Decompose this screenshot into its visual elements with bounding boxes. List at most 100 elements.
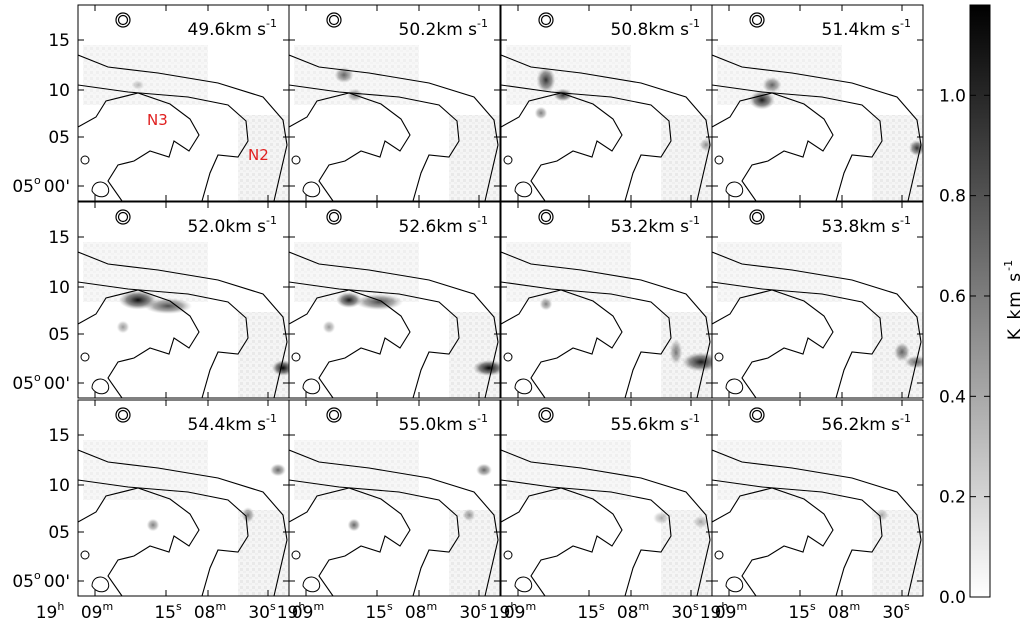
velocity-exponent: -1 bbox=[477, 412, 488, 425]
contour bbox=[712, 487, 834, 596]
emission-blob bbox=[534, 106, 548, 120]
x-tick-label: 15s bbox=[154, 600, 182, 623]
contour bbox=[291, 352, 301, 362]
x-tick-label: 15s bbox=[365, 600, 393, 623]
contour bbox=[725, 576, 744, 593]
x-tick-label: 08m bbox=[828, 600, 860, 623]
x-tick-label: 08m bbox=[405, 600, 437, 623]
contour bbox=[514, 576, 533, 593]
panel bbox=[711, 201, 924, 399]
velocity-value: 53.8km s bbox=[822, 217, 901, 237]
panel-image bbox=[712, 407, 923, 596]
colorbar-tick-label: 0.8 bbox=[939, 187, 966, 207]
velocity-exponent: -1 bbox=[900, 214, 911, 227]
noise-region bbox=[872, 510, 923, 596]
x-tick-label: 08m bbox=[617, 600, 649, 623]
beam bbox=[328, 211, 340, 223]
y-origin-label: 05o 00' bbox=[12, 371, 70, 394]
beam bbox=[115, 209, 131, 225]
contour bbox=[712, 289, 834, 398]
panel-image bbox=[78, 407, 289, 596]
x-tick-label-sup: m bbox=[313, 600, 324, 613]
x-tick-label-sup: s bbox=[176, 600, 182, 613]
emission-blob bbox=[653, 511, 669, 525]
contour bbox=[80, 352, 90, 362]
emission-blob bbox=[270, 463, 286, 477]
emission-blob bbox=[322, 320, 336, 334]
contour bbox=[714, 155, 724, 165]
x-tick-label-sup: m bbox=[638, 600, 649, 613]
x-tick-label-sup: m bbox=[525, 600, 536, 613]
panel-image bbox=[712, 209, 923, 398]
x-tick-label-sup: s bbox=[481, 600, 487, 613]
x-tick-label-main: 19 bbox=[489, 603, 511, 623]
x-tick-label-main: 30 bbox=[882, 603, 904, 623]
contour bbox=[289, 281, 460, 398]
beam bbox=[751, 211, 763, 223]
emission-blob bbox=[539, 297, 553, 311]
colorbar-label-exp: -1 bbox=[1002, 260, 1015, 271]
contour bbox=[289, 289, 411, 398]
colorbar-tick-label: 0.2 bbox=[939, 488, 966, 508]
panel-image bbox=[501, 12, 712, 201]
velocity-value: 52.6km s bbox=[399, 217, 478, 237]
contour bbox=[91, 378, 110, 395]
y-origin-label-main: 05 bbox=[12, 374, 34, 394]
contour bbox=[712, 251, 922, 398]
x-tick-label-sup: m bbox=[215, 600, 226, 613]
velocity-value: 49.6km s bbox=[188, 20, 267, 40]
velocity-exponent: -1 bbox=[266, 214, 277, 227]
colorbar-label-main: K km s bbox=[1005, 271, 1025, 340]
velocity-exponent: -1 bbox=[266, 17, 277, 30]
emission-blob bbox=[336, 292, 362, 308]
noise-region bbox=[661, 115, 712, 201]
noise-region bbox=[449, 312, 500, 398]
contour bbox=[712, 449, 922, 596]
y-origin-label-sup: o bbox=[34, 569, 41, 582]
beam bbox=[751, 14, 763, 26]
colorbar bbox=[969, 4, 991, 598]
y-tick-label: 05 bbox=[48, 523, 70, 543]
x-tick-label: 30s bbox=[671, 600, 699, 623]
contour bbox=[78, 479, 249, 596]
beam bbox=[328, 409, 340, 421]
velocity-label: 52.6km s-1 bbox=[399, 214, 489, 237]
beam bbox=[749, 209, 765, 225]
velocity-exponent: -1 bbox=[266, 412, 277, 425]
colorbar-label: K km s-1 bbox=[1002, 260, 1025, 340]
contour bbox=[78, 289, 200, 398]
panel-frame bbox=[711, 399, 924, 597]
beam bbox=[326, 407, 342, 423]
velocity-value: 54.4km s bbox=[188, 415, 267, 435]
y-origin-label: 05o 00' bbox=[12, 569, 70, 592]
y-origin-label-rest: 00' bbox=[44, 374, 70, 394]
emission-blob bbox=[536, 67, 556, 93]
x-tick-label: 15s bbox=[788, 600, 816, 623]
x-tick-label-main: 30 bbox=[459, 603, 481, 623]
panel bbox=[500, 201, 713, 399]
colorbar-tick-label: 0.0 bbox=[939, 588, 966, 608]
x-tick-label: 30s bbox=[882, 600, 910, 623]
annotation-n2: N2 bbox=[248, 146, 269, 164]
contour bbox=[80, 155, 90, 165]
beam bbox=[540, 409, 552, 421]
panel bbox=[288, 399, 501, 597]
y-tick-label: 05 bbox=[48, 128, 70, 148]
velocity-label: 54.4km s-1 bbox=[188, 412, 278, 435]
emission-blob bbox=[875, 508, 889, 522]
contour bbox=[712, 281, 883, 398]
velocity-exponent: -1 bbox=[689, 214, 700, 227]
y-tick-label: 10 bbox=[48, 278, 70, 298]
emission-blob bbox=[693, 515, 709, 529]
velocity-exponent: -1 bbox=[689, 412, 700, 425]
x-tick-label-main: 08 bbox=[828, 603, 850, 623]
panel-image bbox=[289, 209, 500, 398]
velocity-value: 52.0km s bbox=[188, 217, 267, 237]
panel-image bbox=[712, 12, 923, 201]
noise-region bbox=[449, 115, 500, 201]
contour bbox=[501, 487, 623, 596]
x-tick-label-sup: h bbox=[57, 600, 64, 613]
x-tick-label-main: 15 bbox=[577, 603, 599, 623]
x-tick-label-sup: h bbox=[721, 600, 728, 613]
beam bbox=[540, 211, 552, 223]
